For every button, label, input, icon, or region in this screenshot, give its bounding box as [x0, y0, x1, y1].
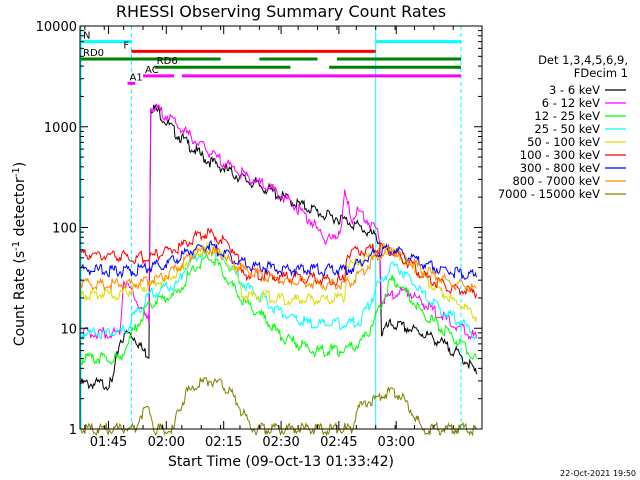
- x-tick-label-5: 03:00: [378, 435, 415, 450]
- y-tick-label-1: 10: [60, 322, 77, 337]
- legend-label-6: 300 - 800 keV: [520, 161, 600, 175]
- legend-label-5: 100 - 300 keV: [520, 148, 600, 162]
- legend-header-0: Det 1,3,4,5,6,9,: [538, 53, 628, 67]
- axes: 1 10 100 1000 10000 01:45 02:00 02:15 02:30 02:45…: [36, 20, 483, 450]
- series-line-3: [80, 245, 477, 340]
- x-tick-label-3: 02:30: [262, 435, 299, 450]
- y-tick-label-4: 10000: [36, 20, 77, 35]
- legend-label-2: 12 - 25 keV: [534, 109, 600, 123]
- series-line-7: [80, 245, 477, 293]
- state-bar-label-2: RD0: [83, 48, 104, 59]
- x-tick-label-2: 02:15: [205, 435, 242, 450]
- state-bar-label-5: A1: [130, 72, 143, 83]
- legend-label-1: 6 - 12 keV: [542, 96, 600, 110]
- state-bar-label-1: F: [123, 40, 129, 51]
- x-axis-label: Start Time (09-Oct-13 01:33:42): [168, 454, 394, 470]
- x-tick-label-4: 02:45: [320, 435, 357, 450]
- series-line-2: [80, 253, 477, 366]
- legend-label-7: 800 - 7000 keV: [512, 174, 600, 188]
- state-bar-label-4: AC: [145, 65, 159, 76]
- y-tick-label-2: 100: [52, 222, 77, 237]
- y-tick-label-3: 1000: [44, 121, 77, 136]
- chart-title: RHESSI Observing Summary Count Rates: [116, 2, 446, 21]
- x-tick-label-1: 02:00: [148, 435, 185, 450]
- legend-label-0: 3 - 6 keV: [549, 83, 600, 97]
- series-line-4: [80, 242, 477, 322]
- x-tick-label-0: 01:45: [90, 435, 127, 450]
- state-bar-label-3: RD6: [157, 56, 178, 67]
- series-line-6: [80, 239, 477, 280]
- footer-timestamp: 22-Oct-2021 19:50: [560, 469, 636, 478]
- legend-header-1: FDecim 1: [574, 66, 628, 80]
- y-tick-label-0: 1: [69, 423, 77, 438]
- y-axis-label: Count Rate (s-1 detector-1): [11, 162, 28, 346]
- series-line-0: [80, 103, 477, 391]
- plot-frame: [79, 25, 483, 430]
- legend-label-8: 7000 - 15000 keV: [498, 187, 600, 201]
- series-line-1: [80, 103, 477, 341]
- legend-label-3: 25 - 50 keV: [534, 122, 600, 136]
- state-bar-label-0: N: [83, 31, 90, 42]
- legend-label-4: 50 - 100 keV: [527, 135, 600, 149]
